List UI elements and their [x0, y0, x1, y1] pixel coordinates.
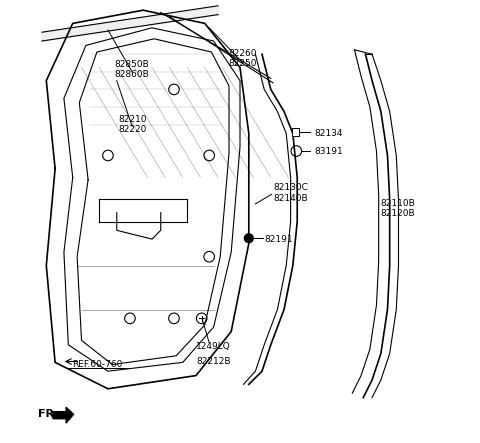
Text: 82130C
82140B: 82130C 82140B: [273, 183, 308, 202]
Text: 82134: 82134: [315, 129, 343, 138]
Text: 82191: 82191: [264, 235, 293, 244]
Text: 82850B
82860B: 82850B 82860B: [115, 60, 150, 79]
Text: 82210
82220: 82210 82220: [118, 115, 146, 134]
Text: REF.60-760: REF.60-760: [72, 360, 122, 369]
Text: 82212B: 82212B: [196, 357, 231, 365]
Bar: [292, 128, 299, 136]
Text: 1249LQ: 1249LQ: [196, 342, 231, 351]
Text: 82110B
82120B: 82110B 82120B: [381, 198, 416, 218]
Text: 83191: 83191: [315, 148, 344, 156]
Circle shape: [244, 234, 253, 243]
Polygon shape: [53, 407, 73, 423]
Text: 82260
82250: 82260 82250: [228, 49, 256, 68]
Text: FR.: FR.: [38, 409, 59, 420]
